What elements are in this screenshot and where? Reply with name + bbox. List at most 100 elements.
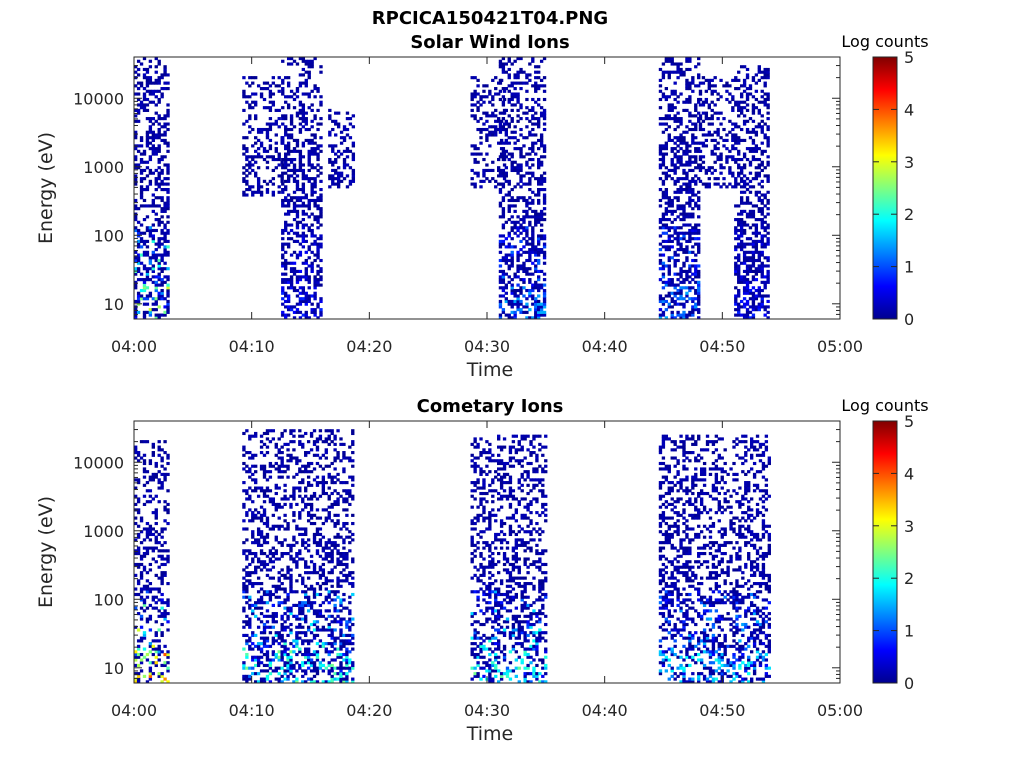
spectrogram-cell xyxy=(498,111,503,115)
spectrogram-cell xyxy=(271,524,276,528)
spectrogram-cell xyxy=(163,508,167,512)
spectrogram-cell xyxy=(348,122,353,126)
spectrogram-cell xyxy=(306,475,311,479)
spectrogram-cell xyxy=(719,163,723,167)
spectrogram-cell xyxy=(265,521,270,526)
spectrogram-cell xyxy=(664,87,669,91)
spectrogram-cell xyxy=(134,286,138,290)
spectrogram-cell xyxy=(513,220,517,224)
spectrogram-cell xyxy=(295,308,300,312)
spectrogram-cell xyxy=(531,245,535,249)
spectrogram-cell xyxy=(262,538,267,542)
spectrogram-cell xyxy=(148,119,153,123)
spectrogram-cell xyxy=(534,87,538,91)
spectrogram-cell xyxy=(157,133,161,137)
spectrogram-cell xyxy=(685,190,689,194)
spectrogram-cell xyxy=(145,297,150,301)
spectrogram-cell xyxy=(315,445,320,449)
spectrogram-cell xyxy=(295,472,299,476)
spectrogram-cell xyxy=(309,658,314,662)
spectrogram-cell xyxy=(485,163,489,167)
spectrogram-cell xyxy=(251,155,255,159)
spectrogram-cell xyxy=(271,527,276,531)
spectrogram-cell xyxy=(658,234,663,238)
spectrogram-cell xyxy=(256,527,261,531)
spectrogram-cell xyxy=(519,106,523,110)
spectrogram-cell xyxy=(280,625,284,629)
spectrogram-cell xyxy=(157,672,161,676)
spectrogram-cell xyxy=(501,275,506,279)
spectrogram-cell xyxy=(694,141,698,145)
spectrogram-cell xyxy=(542,179,547,183)
spectrogram-cell xyxy=(331,163,335,167)
spectrogram-cell xyxy=(516,97,520,102)
spectrogram-cell xyxy=(289,590,293,594)
spectrogram-cell xyxy=(670,149,674,153)
spectrogram-cell xyxy=(519,81,523,85)
spectrogram-cell xyxy=(289,275,294,279)
spectrogram-cell xyxy=(748,212,753,216)
spectrogram-cell xyxy=(498,141,503,145)
spectrogram-cell xyxy=(542,144,547,148)
spectrogram-cell xyxy=(271,546,276,550)
spectrogram-cell xyxy=(309,431,314,436)
spectrogram-cell xyxy=(274,508,278,512)
spectrogram-cell xyxy=(148,130,153,134)
spectrogram-cell xyxy=(163,310,167,314)
spectrogram-cell xyxy=(716,182,720,186)
spectrogram-cell xyxy=(160,125,164,129)
spectrogram-cell xyxy=(697,250,701,254)
spectrogram-cell xyxy=(306,481,311,485)
spectrogram-cell xyxy=(525,198,529,203)
spectrogram-cell xyxy=(157,297,161,301)
spectrogram-cell xyxy=(719,122,723,126)
spectrogram-cell xyxy=(661,171,666,175)
spectrogram-cell xyxy=(134,502,138,507)
spectrogram-cell xyxy=(292,663,296,668)
spectrogram-cell xyxy=(470,108,474,112)
spectrogram-cell xyxy=(310,261,314,265)
spectrogram-cell xyxy=(289,666,293,670)
spectrogram-cell xyxy=(154,655,158,659)
spectrogram-cell xyxy=(763,174,767,178)
spectrogram-cell xyxy=(145,546,150,550)
spectrogram-cell xyxy=(748,258,753,263)
spectrogram-cell xyxy=(298,117,303,121)
spectrogram-cell xyxy=(731,155,735,159)
spectrogram-cell xyxy=(542,114,547,118)
spectrogram-cell xyxy=(242,595,246,599)
spectrogram-cell xyxy=(284,272,288,276)
spectrogram-cell xyxy=(525,152,529,156)
spectrogram-cell xyxy=(245,655,249,659)
spectrogram-cell xyxy=(318,429,323,433)
spectrogram-cell xyxy=(327,497,331,501)
spectrogram-cell xyxy=(324,516,328,520)
spectrogram-cell xyxy=(763,220,767,224)
spectrogram-cell xyxy=(265,516,270,520)
spectrogram-cell xyxy=(284,133,288,137)
spectrogram-cell xyxy=(488,133,492,137)
spectrogram-cell xyxy=(166,302,170,306)
spectrogram-cell xyxy=(145,590,150,594)
spectrogram-cell xyxy=(691,141,695,145)
spectrogram-cell xyxy=(136,119,141,123)
spectrogram-cell xyxy=(754,305,759,309)
spectrogram-cell xyxy=(316,108,320,112)
spectrogram-cell xyxy=(312,674,317,678)
spectrogram-cell xyxy=(737,103,741,107)
spectrogram-cell xyxy=(748,305,753,309)
spectrogram-cell xyxy=(673,291,677,295)
spectrogram-cell xyxy=(664,122,669,126)
spectrogram-cell xyxy=(510,286,514,290)
spectrogram-cell xyxy=(531,250,535,254)
spectrogram-cell xyxy=(494,114,498,118)
spectrogram-cell xyxy=(534,122,538,126)
spectrogram-cell xyxy=(265,87,270,91)
spectrogram-cell xyxy=(283,497,287,501)
spectrogram-cell xyxy=(265,127,270,132)
spectrogram-cell xyxy=(542,297,547,301)
spectrogram-cell xyxy=(676,111,680,115)
spectrogram-cell xyxy=(528,201,532,205)
spectrogram-cell xyxy=(304,117,308,121)
spectrogram-cell xyxy=(295,168,300,173)
